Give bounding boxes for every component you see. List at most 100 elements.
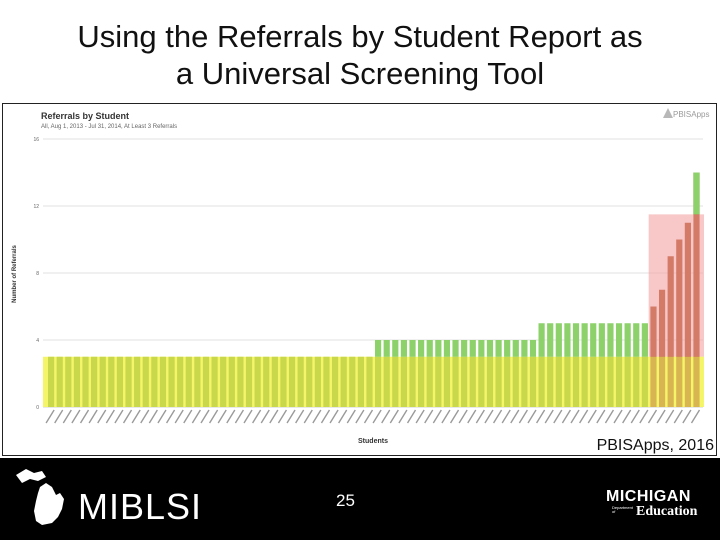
bar: [194, 356, 201, 407]
x-tick-label: [295, 409, 305, 424]
source-note: PBISApps, 2016: [596, 437, 714, 454]
x-tick-label: [424, 409, 434, 424]
x-tick-label: [432, 409, 442, 424]
x-tick-label: [338, 409, 348, 424]
chart-subtitle: All, Aug 1, 2013 - Jul 31, 2014, At Leas…: [41, 124, 177, 130]
bar: [615, 356, 623, 407]
x-tick-label: [475, 409, 485, 424]
x-tick-label: [613, 409, 623, 424]
bar-segment: [418, 340, 425, 357]
mde-logo-small-text: Department of: [612, 505, 633, 514]
x-tick-label: [518, 409, 528, 424]
bar-segment: [572, 323, 580, 357]
slide-title: Using the Referrals by Student Report as…: [0, 18, 720, 92]
x-tick-label: [604, 409, 615, 424]
x-tick-label: [492, 409, 503, 424]
x-tick-label: [54, 409, 64, 424]
bar: [125, 356, 132, 407]
x-tick-label: [252, 409, 262, 424]
bar: [331, 356, 339, 407]
x-tick-label: [389, 409, 399, 424]
chart-title: Referrals by Student: [41, 111, 129, 121]
bar: [228, 356, 235, 407]
bar: [314, 356, 321, 407]
bar-segment: [461, 340, 468, 357]
bar: [357, 356, 364, 407]
x-tick-label: [467, 409, 477, 424]
x-tick-label: [673, 409, 683, 424]
bar-segment: [443, 340, 451, 357]
bar: [392, 356, 399, 407]
bar: [564, 356, 571, 407]
bar: [159, 356, 167, 407]
x-tick-label: [97, 409, 107, 424]
bar: [202, 356, 210, 407]
bar: [555, 356, 562, 407]
bar-segment: [435, 340, 442, 357]
bar: [245, 356, 253, 407]
bar: [607, 356, 614, 407]
bar-segment: [400, 340, 408, 357]
bar: [220, 356, 227, 407]
x-tick-label: [174, 409, 184, 424]
bar: [168, 356, 175, 407]
pbisapps-logo-icon: [663, 108, 673, 118]
mde-logo-line2: Education: [636, 504, 698, 519]
x-tick-label: [122, 409, 133, 424]
y-axis-title: Number of Referrals: [12, 244, 18, 302]
bar-segment: [615, 323, 623, 357]
bar-segment: [452, 340, 459, 357]
x-tick-label: [682, 409, 692, 424]
bar-segment: [529, 340, 537, 357]
x-tick-label: [570, 409, 580, 424]
x-tick-label: [596, 409, 606, 424]
slide-title-line2: a Universal Screening Tool: [175, 56, 545, 91]
bar: [409, 356, 416, 407]
x-tick-label: [312, 409, 322, 424]
y-tick-label: 16: [33, 137, 39, 143]
pbisapps-brand: PBISApps: [663, 108, 709, 119]
bar-segment: [486, 340, 494, 357]
x-tick-label: [647, 409, 658, 424]
x-tick-label: [665, 409, 675, 424]
x-tick-label: [579, 409, 589, 424]
bar: [65, 356, 72, 407]
x-tick-label: [544, 409, 554, 424]
x-tick-label: [286, 409, 296, 424]
x-tick-label: [45, 409, 55, 424]
x-tick-label: [157, 409, 167, 424]
bar: [134, 356, 141, 407]
referrals-chart: Referrals by Student All, Aug 1, 2013 - …: [12, 108, 709, 445]
bar: [151, 356, 158, 407]
x-tick-label: [406, 409, 417, 424]
bar: [504, 356, 511, 407]
bar: [452, 356, 459, 407]
x-tick-label: [183, 409, 193, 424]
x-tick-label: [484, 409, 494, 424]
x-tick-label: [71, 409, 81, 424]
y-tick-label: 0: [36, 405, 39, 411]
pbisapps-brand-text: PBISApps: [673, 110, 709, 119]
x-tick-label: [587, 409, 597, 424]
x-tick-label: [114, 409, 124, 424]
bar: [512, 356, 519, 407]
x-tick-label: [226, 409, 236, 424]
bar: [366, 356, 373, 407]
x-tick-label: [260, 409, 270, 424]
x-tick-label: [415, 409, 425, 424]
bar: [271, 356, 278, 407]
bar-segment: [607, 323, 614, 357]
bar-segment: [624, 323, 631, 357]
bar: [297, 356, 304, 407]
bar-segment: [641, 323, 648, 357]
bar: [590, 356, 597, 407]
bar: [383, 356, 390, 407]
x-tick-label: [234, 409, 245, 424]
bar: [486, 356, 494, 407]
x-tick-label: [303, 409, 313, 424]
x-tick-label: [191, 409, 201, 424]
x-tick-label: [553, 409, 563, 424]
x-tick-label: [656, 409, 666, 424]
bar: [116, 356, 124, 407]
bar: [435, 356, 442, 407]
